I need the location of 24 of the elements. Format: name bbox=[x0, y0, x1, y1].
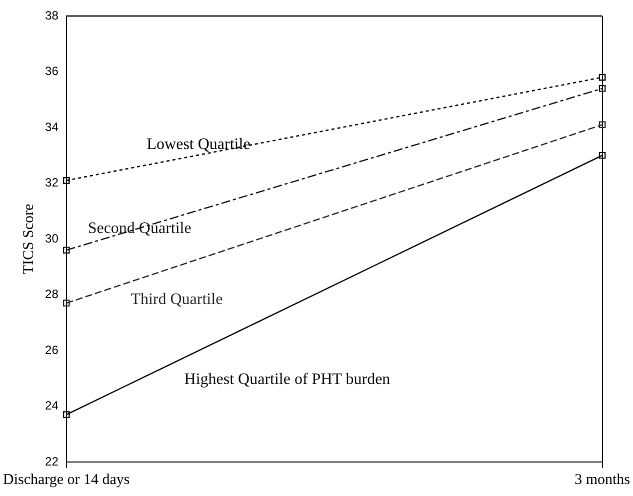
point bbox=[62, 300, 70, 307]
point bbox=[598, 85, 606, 92]
point bbox=[62, 177, 70, 184]
y-tick-label: 36 bbox=[45, 64, 59, 78]
y-tick-label: 38 bbox=[45, 8, 59, 22]
series-label: Third Quartile bbox=[130, 290, 223, 308]
y-tick-label: 30 bbox=[45, 231, 59, 246]
y-tick-label: 32 bbox=[45, 176, 59, 190]
x-tick-label: Discharge or 14 days bbox=[2, 472, 130, 488]
x-tick-label: 3 months bbox=[574, 472, 630, 488]
point bbox=[598, 121, 606, 128]
point bbox=[598, 152, 606, 159]
y-tick-label: 22 bbox=[45, 454, 59, 468]
y-tick-label: 24 bbox=[45, 398, 59, 413]
series-label: Lowest Quartile bbox=[146, 136, 250, 154]
y-tick-label: 28 bbox=[45, 287, 59, 302]
point bbox=[62, 411, 70, 418]
y-tick-label: 34 bbox=[45, 120, 59, 134]
series-label: Highest Quartile of PHT burden bbox=[184, 370, 390, 388]
point bbox=[598, 74, 606, 81]
series-label: Second Quartile bbox=[88, 220, 192, 237]
y-axis-title: TICS Score bbox=[20, 203, 37, 274]
point bbox=[62, 246, 70, 254]
y-tick-label: 26 bbox=[45, 342, 59, 357]
